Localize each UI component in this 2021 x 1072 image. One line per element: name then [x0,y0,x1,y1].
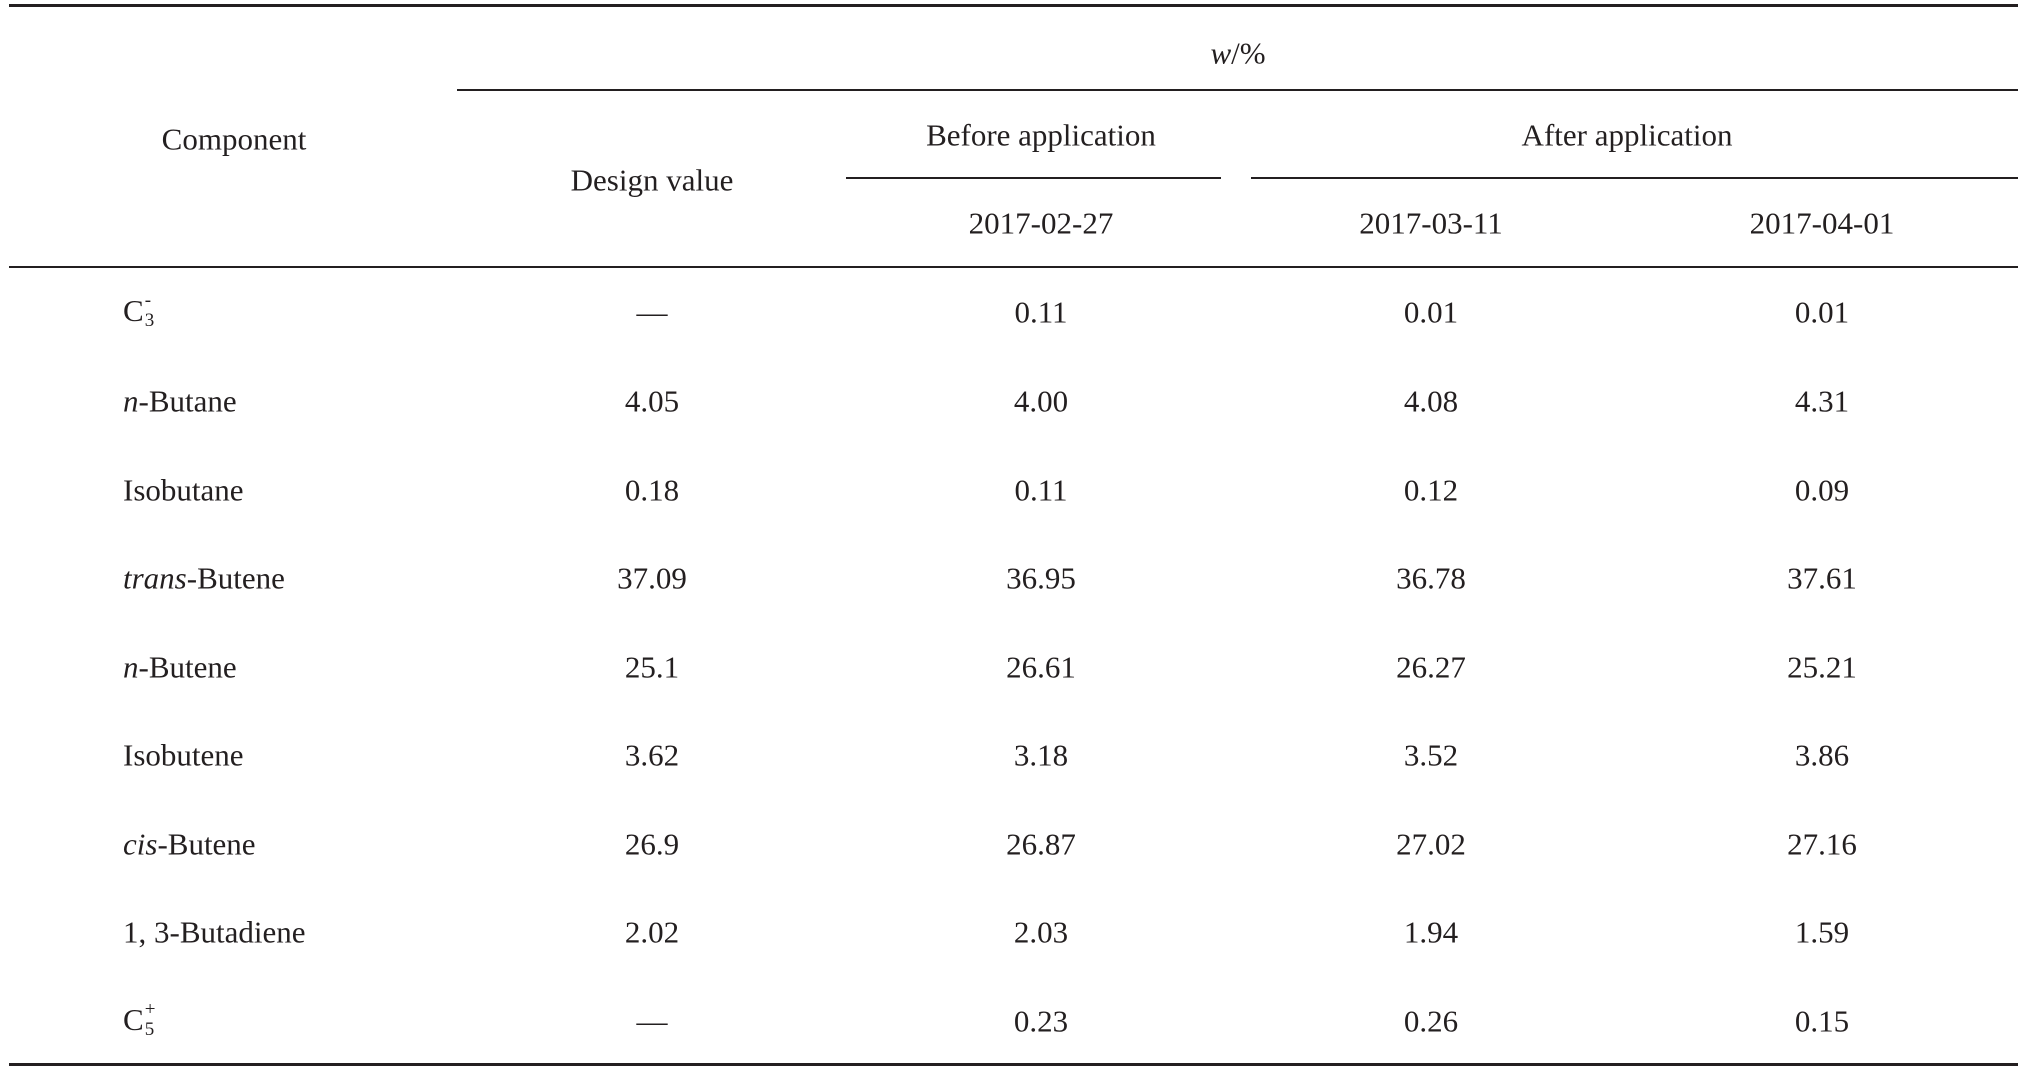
unit-rule [457,89,2018,91]
table-cell: 26.87 [1006,826,1076,862]
date-header: 2017-04-01 [1749,205,1895,241]
table-cell: 3.62 [624,737,680,773]
unit-header: w/% [1210,35,1266,71]
table-cell: 36.95 [1006,560,1076,596]
table-cell: 0.18 [624,472,680,508]
table-cell: 0.15 [1794,1003,1850,1039]
component-cell: trans-Butene [123,560,285,596]
component-cell: Isobutane [123,472,244,508]
table-cell: 0.09 [1794,472,1850,508]
bottom-rule [9,1063,2018,1066]
table-cell: 0.26 [1403,1003,1459,1039]
before-rule [846,177,1221,179]
table-cell: — [636,1003,668,1039]
table-cell: 3.18 [1013,737,1069,773]
table-cell: 3.86 [1794,737,1850,773]
component-cell: cis-Butene [123,826,256,862]
after-application-header: After application [1521,117,1733,153]
date-header: 2017-02-27 [968,205,1114,241]
table-cell: 3.52 [1403,737,1459,773]
table-cell: 0.12 [1403,472,1459,508]
table-cell: 26.9 [624,826,680,862]
component-cell: n-Butane [123,383,237,419]
date-header: 2017-03-11 [1359,205,1503,241]
table-cell: 37.61 [1787,560,1857,596]
component-cell: C +5 [123,998,156,1040]
table-cell: 1.94 [1403,914,1459,950]
table-cell: 0.01 [1403,294,1459,330]
table-cell: 26.61 [1006,649,1076,685]
table-cell: 2.03 [1013,914,1069,950]
table-cell: 4.08 [1403,383,1459,419]
table-cell: 4.05 [624,383,680,419]
component-cell: Isobutene [123,737,244,773]
table-cell: 4.31 [1794,383,1850,419]
component-header: Component [161,121,307,157]
component-cell: 1, 3-Butadiene [123,914,306,950]
table-cell: 2.02 [624,914,680,950]
table-cell: 0.11 [1014,294,1068,330]
table-cell: 27.16 [1787,826,1857,862]
table-cell: 26.27 [1396,649,1466,685]
table-cell: 0.11 [1014,472,1068,508]
before-application-header: Before application [926,117,1156,153]
table-cell: 0.23 [1013,1003,1069,1039]
table-cell: 37.09 [617,560,687,596]
table-cell: 27.02 [1396,826,1466,862]
after-rule [1251,177,2018,179]
table-cell: 25.1 [624,649,680,685]
top-rule [9,4,2018,7]
component-cell: n-Butene [123,649,237,685]
table-cell: 4.00 [1013,383,1069,419]
design-value-header: Design value [570,162,734,198]
table-cell: 0.01 [1794,294,1850,330]
component-cell: C-3 [123,289,155,331]
table-cell: 36.78 [1396,560,1466,596]
table-cell: 1.59 [1794,914,1850,950]
table-cell: — [636,294,668,330]
table-cell: 25.21 [1787,649,1857,685]
header-bottom-rule [9,266,2018,268]
